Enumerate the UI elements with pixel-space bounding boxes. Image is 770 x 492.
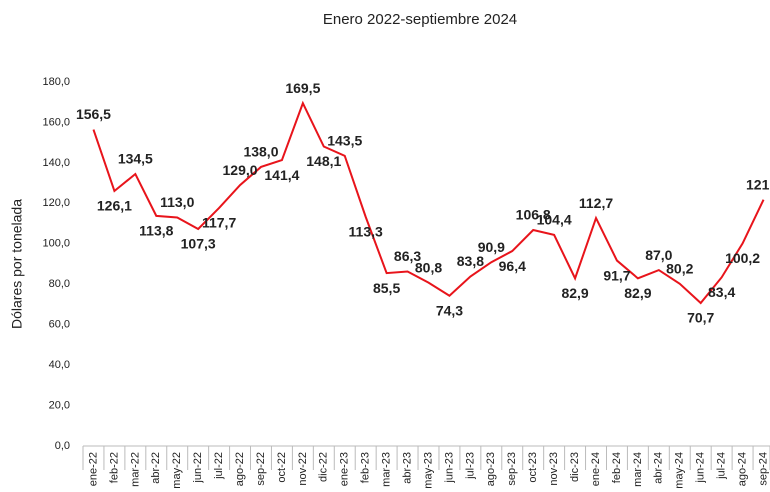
value-label: 70,7 <box>687 310 714 326</box>
value-label: 138,0 <box>243 144 278 160</box>
value-label: 141,4 <box>264 167 299 183</box>
x-tick-label: ene-22 <box>87 452 99 486</box>
value-label: 148,1 <box>306 153 341 169</box>
x-tick-label: feb-23 <box>360 452 372 483</box>
x-tick-label: sep-23 <box>506 452 518 486</box>
x-tick-label: feb-24 <box>611 452 623 483</box>
value-label: 117,7 <box>202 215 236 231</box>
y-axis-label: Dólares por tonelada <box>9 199 25 329</box>
value-label: 74,3 <box>436 302 463 318</box>
x-tick-label: abr-22 <box>150 452 162 484</box>
x-tick-label: oct-23 <box>527 452 539 483</box>
value-label: 96,4 <box>499 258 526 274</box>
value-label: 107,3 <box>181 236 216 252</box>
x-tick-label: nov-22 <box>297 452 309 486</box>
x-tick-label: dic-22 <box>318 452 330 482</box>
y-tick-label: 120,0 <box>42 197 70 209</box>
x-tick-label: jun-22 <box>192 452 204 484</box>
value-label: 85,5 <box>373 280 400 296</box>
value-label: 82,9 <box>624 285 651 301</box>
value-label: 91,7 <box>603 267 630 283</box>
x-tick-label: ago-23 <box>485 452 497 486</box>
x-tick-label: jun-23 <box>443 452 455 484</box>
value-label: 80,8 <box>415 259 442 275</box>
x-tick-label: mar-23 <box>381 452 393 487</box>
x-tick-label: mar-24 <box>632 452 644 487</box>
value-label: 86,3 <box>394 248 421 264</box>
value-label: 121,8 <box>746 176 770 192</box>
value-label: 169,5 <box>285 80 320 96</box>
y-tick-label: 140,0 <box>42 157 70 169</box>
x-tick-label: may-24 <box>674 452 686 489</box>
value-label: 129,0 <box>223 162 258 178</box>
value-label: 87,0 <box>645 247 672 263</box>
value-label: 143,5 <box>327 133 362 149</box>
y-tick-label: 180,0 <box>42 76 70 88</box>
value-label: 134,5 <box>118 151 153 167</box>
x-tick-label: ene-23 <box>339 452 351 486</box>
value-label: 126,1 <box>97 198 132 214</box>
x-tick-label: may-22 <box>171 452 183 489</box>
x-tick-label: ago-22 <box>234 452 246 486</box>
value-label: 90,9 <box>478 239 505 255</box>
x-tick-label: ene-24 <box>590 452 602 486</box>
value-label: 113,3 <box>349 224 383 240</box>
value-label: 83,8 <box>457 253 484 269</box>
value-label: 106,8 <box>516 207 551 223</box>
x-tick-label: mar-22 <box>129 452 141 487</box>
value-label: 80,2 <box>666 261 693 277</box>
x-tick-label: may-23 <box>422 452 434 489</box>
y-tick-label: 0,0 <box>55 440 70 452</box>
x-tick-label: abr-24 <box>653 452 665 484</box>
x-tick-label: oct-22 <box>276 452 288 483</box>
value-label: 82,9 <box>561 285 588 301</box>
x-tick-label: dic-23 <box>569 452 581 482</box>
y-tick-label: 80,0 <box>49 278 70 290</box>
value-label: 100,2 <box>725 250 760 266</box>
y-tick-label: 20,0 <box>49 399 70 411</box>
x-tick-label: ago-24 <box>736 452 748 486</box>
x-tick-label: abr-23 <box>401 452 413 484</box>
chart-title: Enero 2022-septiembre 2024 <box>323 11 517 28</box>
value-label: 113,8 <box>139 223 173 239</box>
data-line <box>92 100 765 305</box>
x-tick-label: sep-24 <box>757 452 769 486</box>
value-label: 113,0 <box>160 194 194 210</box>
y-tick-label: 100,0 <box>42 238 70 250</box>
value-label: 104,4 <box>537 212 572 228</box>
x-tick-label: jul-23 <box>464 452 476 480</box>
value-label: 156,5 <box>76 106 111 122</box>
x-tick-label: sep-22 <box>255 452 267 486</box>
x-tick-label: feb-22 <box>108 452 120 483</box>
y-tick-label: 160,0 <box>42 116 70 128</box>
value-label: 83,4 <box>708 284 735 300</box>
y-tick-label: 60,0 <box>49 319 70 331</box>
x-tick-label: jun-24 <box>695 452 707 484</box>
y-tick-label: 40,0 <box>49 359 70 371</box>
x-tick-label: jul-22 <box>213 452 225 480</box>
x-tick-label: jul-24 <box>716 452 728 480</box>
value-label: 112,7 <box>579 195 613 211</box>
x-tick-label: nov-23 <box>548 452 560 486</box>
